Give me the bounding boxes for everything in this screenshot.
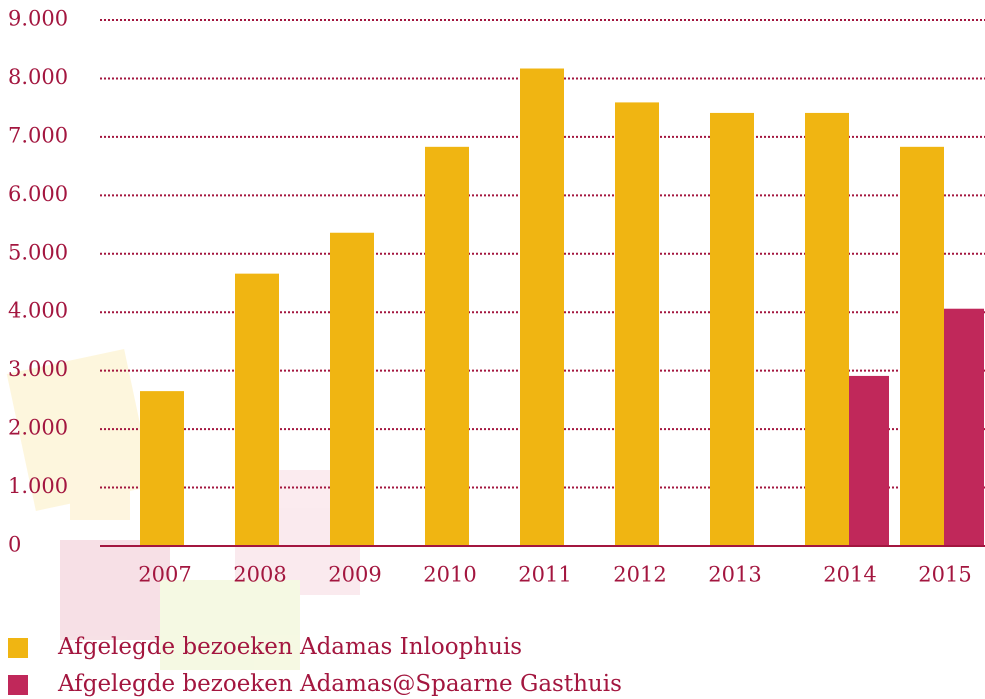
chart: 0 1.000 2.000 3.000 4.000 5.000 6.000 7.000 8.00… [0, 0, 985, 699]
y-tick-label: 6.000 [8, 182, 68, 206]
bar [849, 376, 889, 546]
x-tick-label: 2011 [518, 563, 571, 587]
bar [900, 147, 944, 546]
bar [330, 233, 374, 546]
legend-swatch [8, 675, 28, 695]
y-tick-label: 0 [8, 533, 21, 557]
bar [615, 102, 659, 546]
y-tick-label: 9.000 [8, 7, 68, 31]
x-tick-label: 2012 [613, 563, 666, 587]
y-tick-label: 5.000 [8, 240, 68, 264]
bar [710, 113, 754, 546]
x-tick-label: 2008 [233, 563, 286, 587]
y-tick-label: 3.000 [8, 357, 68, 381]
y-tick-label: 8.000 [8, 65, 68, 89]
legend-swatch [8, 638, 28, 658]
x-tick-label: 2009 [328, 563, 381, 587]
x-tick-label: 2015 [918, 563, 971, 587]
x-tick-label: 2013 [708, 563, 761, 587]
bar [805, 113, 849, 546]
x-tick-label: 2014 [823, 563, 876, 587]
bar [944, 309, 984, 546]
legend-label: Afgelegde bezoeken Adamas Inloophuis [57, 634, 522, 660]
y-tick-label: 1.000 [8, 474, 68, 498]
bar [235, 274, 279, 546]
y-tick-label: 2.000 [8, 416, 68, 440]
x-tick-label: 2010 [423, 563, 476, 587]
y-tick-label: 4.000 [8, 299, 68, 323]
y-tick-label: 7.000 [8, 123, 68, 147]
legend-label: Afgelegde bezoeken Adamas@Spaarne Gasthu… [57, 671, 622, 697]
x-tick-label: 2007 [138, 563, 191, 587]
bar [425, 147, 469, 546]
bar [140, 391, 184, 546]
bar [520, 69, 564, 546]
